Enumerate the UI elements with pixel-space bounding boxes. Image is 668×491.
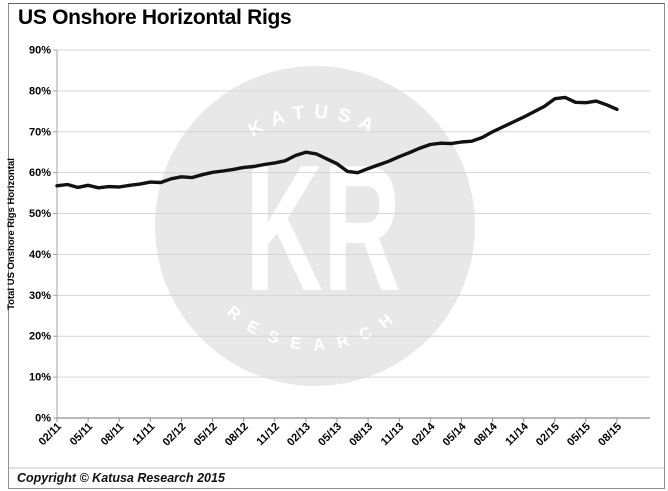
x-tick-label: 08/11 — [99, 421, 127, 449]
y-tick-label: 60% — [29, 167, 51, 179]
y-tick-label: 20% — [29, 331, 51, 343]
x-tick-label: 11/11 — [130, 421, 157, 448]
x-tick-label: 11/12 — [254, 421, 282, 449]
x-tick-label: 05/11 — [68, 421, 96, 449]
x-tick-label: 02/11 — [37, 421, 65, 449]
axes — [53, 49, 650, 422]
y-tick-label: 70% — [29, 126, 51, 138]
data-line — [55, 95, 619, 190]
x-tick-label: 08/15 — [596, 421, 624, 449]
x-tick-label: 02/13 — [285, 421, 313, 449]
watermark-circle — [155, 66, 475, 386]
y-tick-label: 10% — [29, 372, 51, 384]
gridlines — [57, 49, 650, 378]
y-tick-label: 80% — [29, 85, 51, 97]
y-tick-label: 40% — [29, 249, 51, 261]
y-tick-label: 50% — [29, 208, 51, 220]
y-axis-title: Total US Onshore Rigs Horizontal — [6, 158, 17, 310]
copyright-text: Copyright © Katusa Research 2015 — [17, 471, 225, 485]
x-tick-label: 05/15 — [565, 421, 593, 449]
x-tick-label: 11/14 — [503, 420, 531, 448]
x-tick-label: 11/13 — [379, 421, 407, 449]
x-tick-label: 08/14 — [472, 420, 501, 449]
x-tick-label: 02/12 — [161, 421, 189, 449]
y-tick-label: 30% — [29, 290, 51, 302]
x-tick-label: 02/15 — [534, 421, 562, 449]
y-tick-label: 90% — [29, 45, 51, 57]
x-tick-label: 05/14 — [441, 420, 470, 449]
x-tick-label: 05/13 — [316, 421, 344, 449]
x-tick-label: 08/13 — [347, 421, 375, 449]
x-tick-label: 08/12 — [223, 421, 251, 449]
y-tick-label: 0% — [35, 413, 51, 425]
katusa-watermark: KATUSA KR RESEARCH — [155, 66, 475, 386]
page-title: US Onshore Horizontal Rigs — [18, 6, 292, 29]
x-tick-label: 05/12 — [192, 421, 220, 449]
x-tick-label: 02/14 — [410, 420, 439, 449]
